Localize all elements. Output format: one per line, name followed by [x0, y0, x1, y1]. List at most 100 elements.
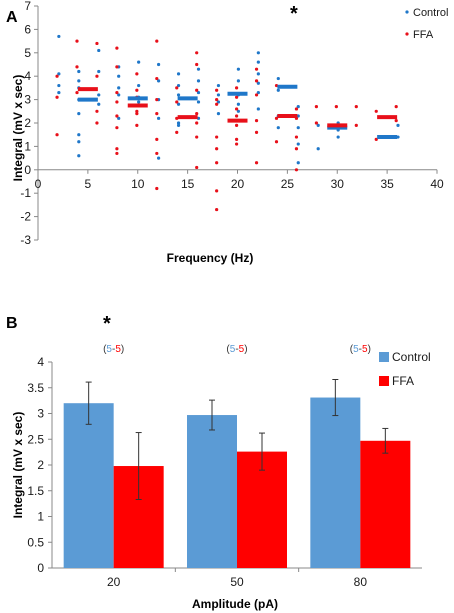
data-point-ffa: [235, 142, 239, 146]
data-point-ffa: [215, 135, 219, 139]
category-label: 20: [107, 575, 121, 589]
y-tick-label: 2: [37, 458, 44, 472]
data-point-control: [176, 102, 181, 106]
data-point-ffa: [235, 86, 239, 90]
data-point-ffa: [195, 112, 199, 116]
panel-b-significance-star: *: [103, 313, 111, 335]
data-point-control: [316, 147, 320, 151]
y-tick-label: 5: [24, 46, 31, 60]
y-tick-label: 1: [24, 139, 31, 153]
data-point-ffa: [115, 114, 119, 118]
data-point-ffa: [195, 121, 199, 125]
data-point-control: [77, 112, 81, 116]
bar-ffa: [360, 440, 411, 568]
data-point-ffa: [374, 137, 378, 141]
data-point-control: [57, 72, 61, 76]
data-point-ffa: [135, 109, 139, 113]
data-point-ffa: [254, 79, 259, 83]
data-point-ffa: [155, 39, 159, 43]
sample-size-part: 5: [239, 344, 245, 355]
y-tick-label: 2: [24, 116, 31, 130]
data-point-control: [256, 72, 260, 76]
data-point-ffa: [235, 123, 239, 127]
data-point-control: [57, 90, 61, 95]
data-point-ffa: [294, 135, 299, 139]
data-point-control: [97, 48, 101, 53]
data-point-ffa: [115, 46, 119, 50]
data-point-ffa: [175, 86, 179, 90]
data-point-ffa: [115, 65, 119, 69]
data-point-control: [57, 34, 61, 39]
data-point-ffa: [354, 123, 358, 127]
sample-size-part: 5: [115, 344, 121, 355]
x-tick-label: 40: [430, 177, 444, 191]
data-point-ffa: [254, 119, 259, 123]
data-point-ffa: [274, 116, 279, 120]
x-tick-label: 0: [35, 177, 42, 191]
sample-size-label: (5-5): [226, 344, 247, 355]
data-point-control: [296, 142, 300, 146]
data-point-control: [236, 102, 240, 106]
x-tick-label: 25: [281, 177, 295, 191]
panel-b-error-bars: [85, 379, 389, 501]
bar-control: [187, 415, 237, 568]
sample-size-part: ): [368, 344, 371, 355]
data-point-ffa: [75, 39, 79, 43]
data-point-control: [216, 112, 221, 116]
legend-label-ffa: FFA: [392, 374, 414, 388]
data-point-control: [77, 133, 81, 137]
legend-marker-ffa: [405, 32, 409, 36]
panel-b: B * 00.511.522.533.54 20 50 80 (5-5) (5-5)(…: [6, 313, 431, 611]
data-point-control: [216, 83, 221, 88]
data-point-ffa: [254, 67, 259, 71]
data-point-ffa: [215, 102, 219, 106]
data-point-ffa: [274, 83, 279, 88]
bar-control: [63, 403, 114, 568]
panel-b-label: B: [6, 315, 18, 332]
y-tick-label: 1: [37, 510, 44, 524]
data-point-ffa: [155, 137, 159, 141]
data-point-ffa: [95, 41, 99, 46]
data-point-ffa: [115, 147, 119, 151]
data-point-ffa: [195, 51, 199, 55]
data-point-control: [296, 114, 300, 118]
data-point-control: [296, 105, 300, 109]
sample-size-part: 5: [362, 344, 368, 355]
data-point-control: [117, 93, 121, 97]
x-tick-label: 35: [380, 177, 394, 191]
panel-b-y-axis-label: Integral (mV x sec): [11, 412, 25, 519]
panel-a-y-axis-label: Integral (mV x sec): [11, 75, 25, 182]
data-point-ffa: [115, 90, 119, 95]
data-point-ffa: [254, 93, 259, 97]
data-point-ffa: [135, 112, 139, 116]
sample-size-part: (: [226, 344, 230, 355]
sample-size-label: (5-5): [103, 344, 124, 355]
data-point-ffa: [294, 107, 299, 111]
data-point-ffa: [75, 65, 79, 69]
data-point-control: [196, 67, 201, 71]
data-point-ffa: [314, 121, 318, 125]
data-point-ffa: [254, 161, 259, 165]
data-point-control: [236, 109, 240, 113]
data-point-ffa: [274, 140, 279, 144]
data-point-ffa: [235, 95, 239, 99]
legend-marker-control: [405, 10, 409, 14]
y-tick-label: 3: [24, 93, 31, 107]
data-point-ffa: [95, 121, 99, 125]
data-point-control: [196, 100, 201, 104]
panel-a-y-ticks: -3 -2 -1 0 1 2 3 4 5 6 7: [20, 0, 38, 247]
data-point-control: [157, 62, 161, 67]
y-tick-label: 3.5: [27, 381, 44, 395]
data-point-control: [396, 135, 400, 139]
bar-control: [310, 397, 361, 568]
data-point-ffa: [294, 168, 299, 172]
legend-label-control: Control: [392, 350, 431, 364]
data-point-ffa: [175, 130, 179, 134]
y-tick-label: 0: [24, 163, 31, 177]
data-point-ffa: [215, 88, 219, 92]
legend-swatch-control: [379, 352, 389, 362]
sample-size-part: (: [103, 344, 107, 355]
data-point-control: [157, 116, 161, 120]
panel-a-x-ticks: 0 5 10 15 20 25 30 35 40: [35, 169, 444, 191]
